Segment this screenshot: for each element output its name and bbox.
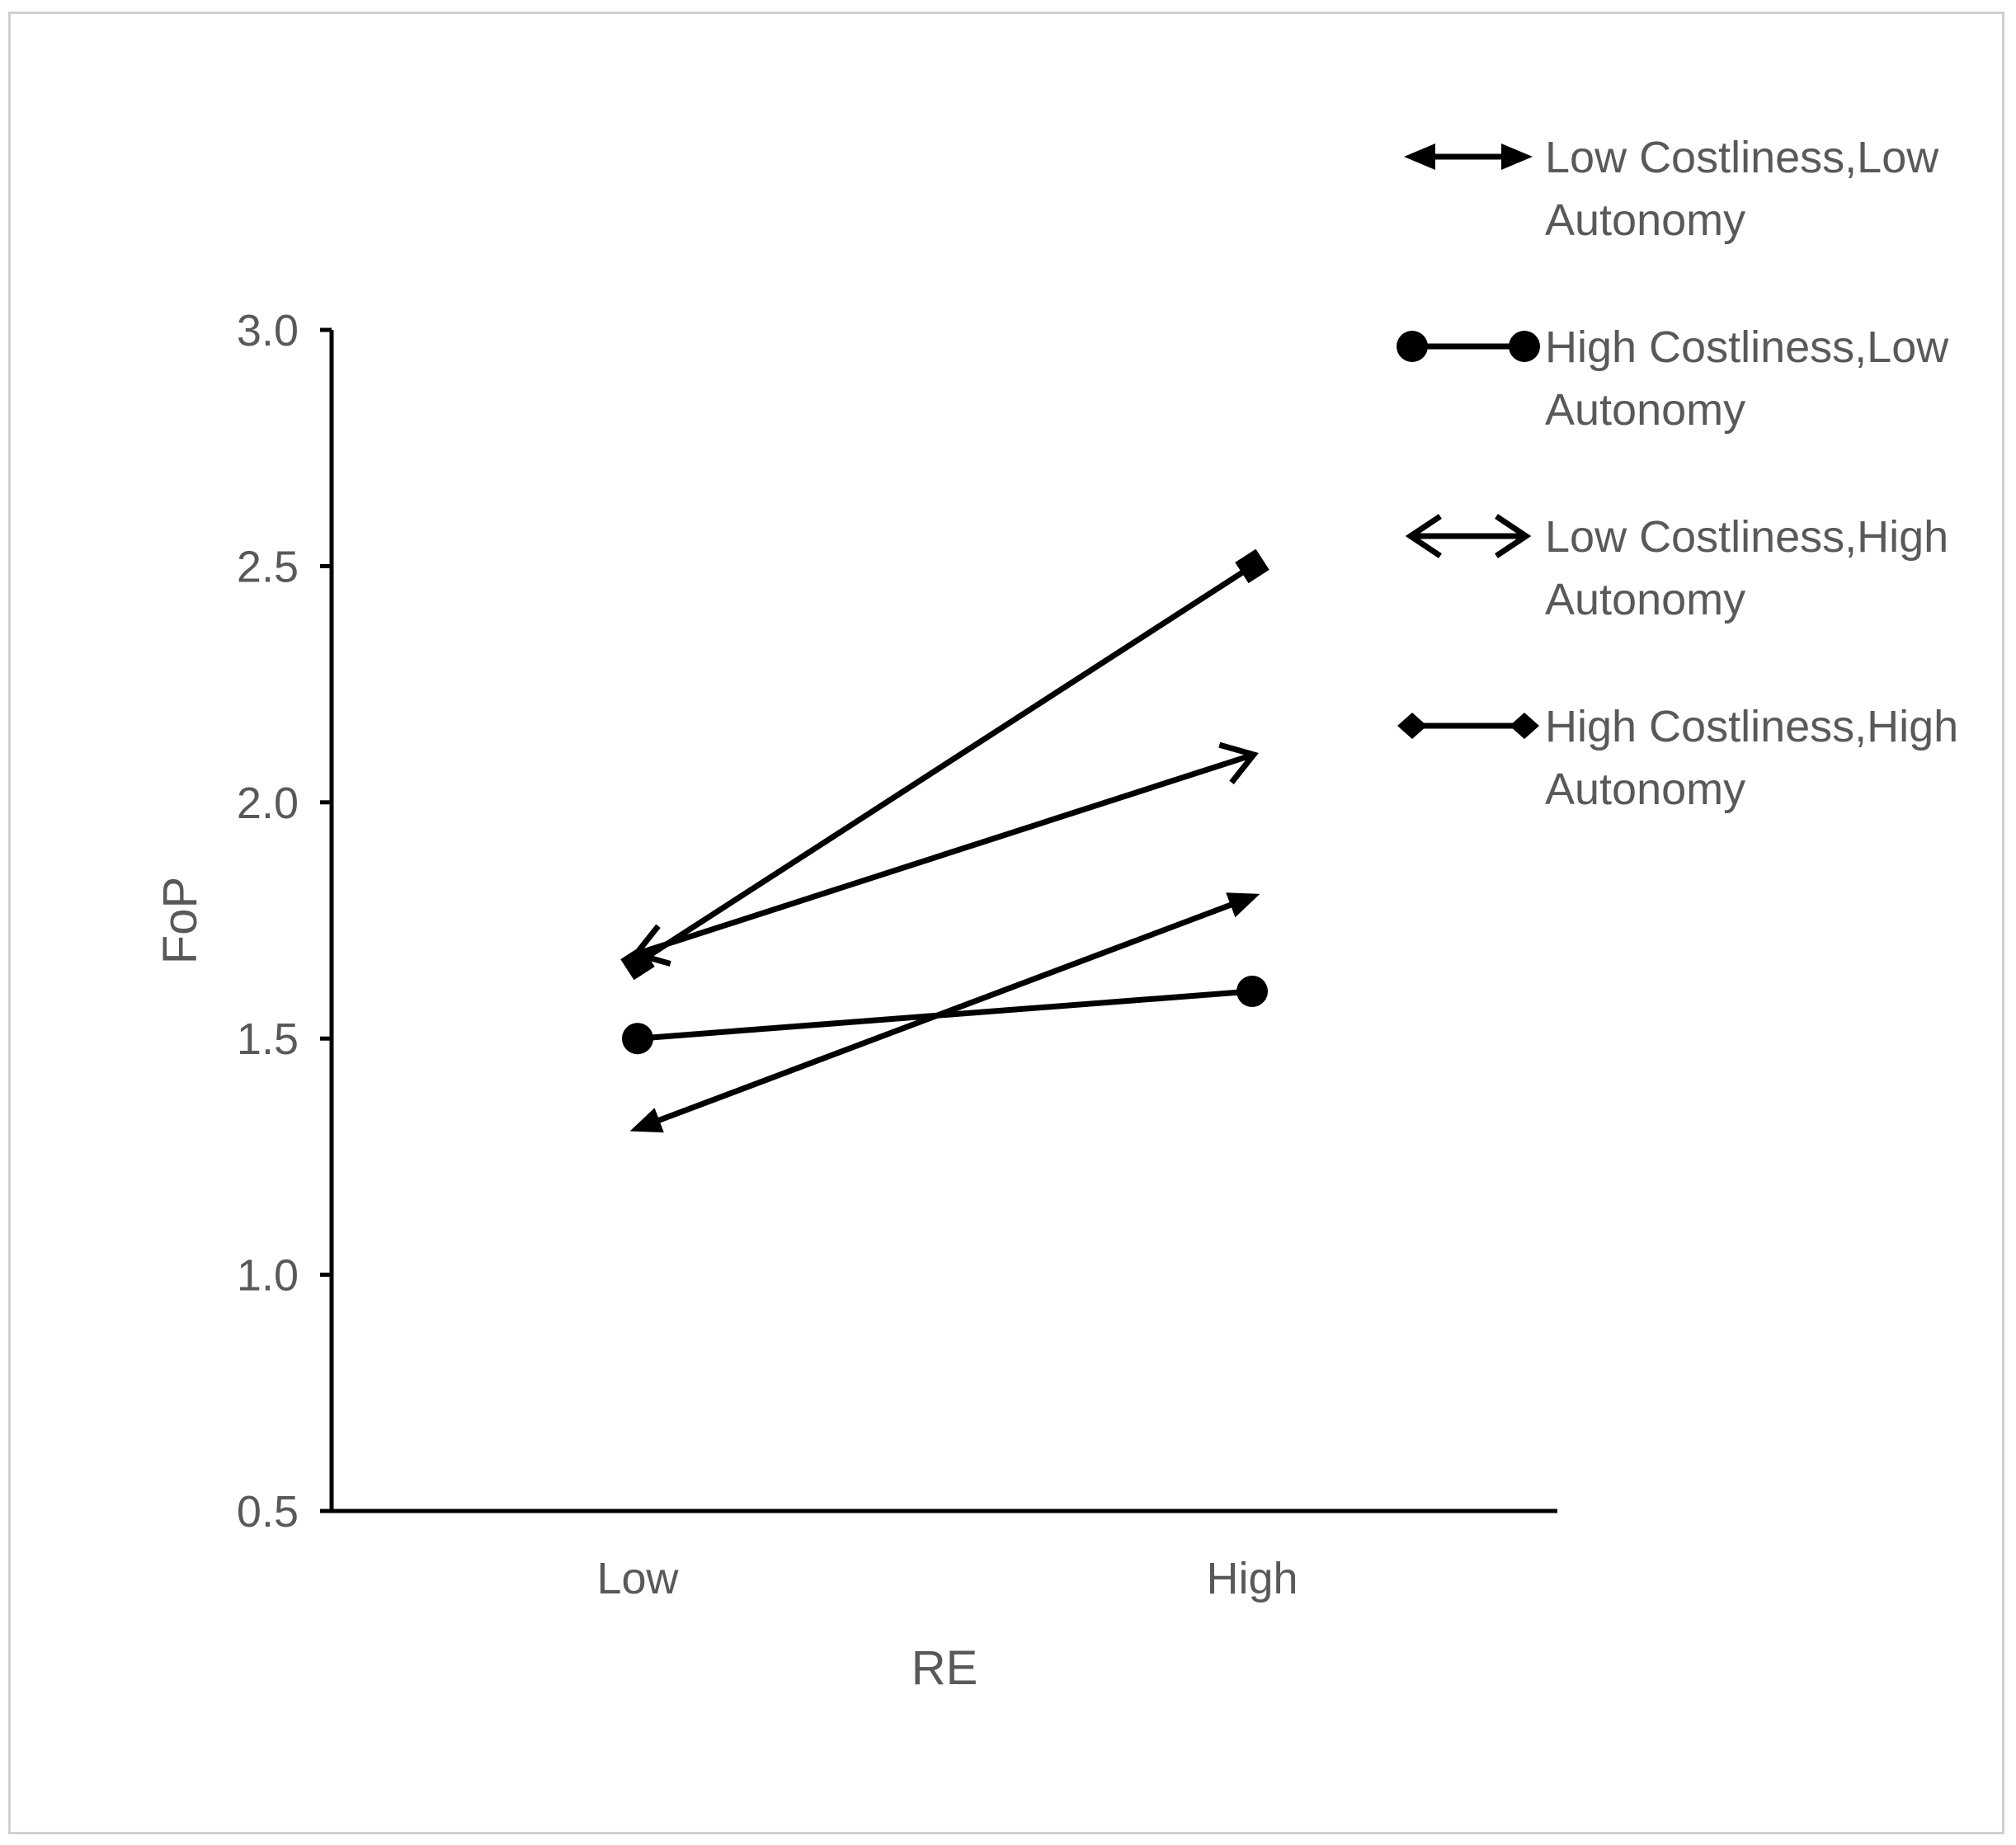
- legend-label: High Costliness,High: [1545, 702, 1958, 751]
- y-tick-label: 0.5: [237, 1487, 299, 1537]
- legend-item: High Costliness,High Autonomy: [1397, 702, 1958, 814]
- y-axis-title: FoP: [153, 877, 207, 964]
- data-point: [620, 945, 655, 981]
- legend-marker: [1501, 144, 1533, 170]
- legend-item: Low Costliness,Low Autonomy: [1404, 133, 1939, 245]
- legend-marker: [1495, 514, 1532, 558]
- data-point: [1236, 975, 1268, 1007]
- y-tick-label: 3.0: [237, 306, 299, 355]
- series-4: [620, 548, 1269, 981]
- series-line: [636, 563, 1254, 966]
- x-tick-label: High: [1206, 1554, 1298, 1603]
- legend-item: High Costliness,Low Autonomy: [1397, 322, 1949, 435]
- axes: 0.5 1.0 1.5 2.0 2.5 3.0 Low High: [237, 306, 1557, 1603]
- legend-label: Low Costliness,High: [1545, 512, 1948, 562]
- series-line: [636, 752, 1254, 957]
- legend-marker: [1405, 514, 1442, 558]
- y-tick-label: 2.0: [237, 779, 299, 828]
- series-line: [637, 988, 1253, 1042]
- x-axis-title: RE: [911, 1641, 978, 1695]
- data-point: [629, 1108, 664, 1133]
- y-tick-label: 1.5: [237, 1014, 299, 1064]
- legend-marker: [1397, 331, 1428, 362]
- legend-label: Autonomy: [1545, 765, 1745, 814]
- series-3: [631, 741, 1259, 967]
- legend-marker: [1404, 144, 1435, 170]
- legend-label: High Costliness,Low: [1545, 322, 1949, 372]
- legend-marker: [1397, 713, 1427, 739]
- data-point: [1235, 548, 1269, 584]
- legend-marker: [1509, 331, 1540, 362]
- series-2: [622, 975, 1268, 1055]
- data-point: [622, 1023, 653, 1055]
- chart-frame: [8, 12, 2004, 1834]
- legend-label: Autonomy: [1545, 575, 1745, 624]
- legend-marker: [1510, 713, 1539, 739]
- data-point: [1218, 741, 1259, 784]
- legend-label: Autonomy: [1545, 385, 1745, 435]
- legend-item: Low Costliness,High Autonomy: [1405, 512, 1948, 624]
- y-tick-label: 2.5: [237, 542, 299, 591]
- y-tick-label: 1.0: [237, 1251, 299, 1301]
- legend-label: Autonomy: [1545, 195, 1745, 245]
- x-tick-label: Low: [596, 1554, 679, 1603]
- legend-label: Low Costliness,Low: [1545, 133, 1939, 182]
- data-point: [1226, 892, 1260, 918]
- series-layer: [620, 548, 1269, 1133]
